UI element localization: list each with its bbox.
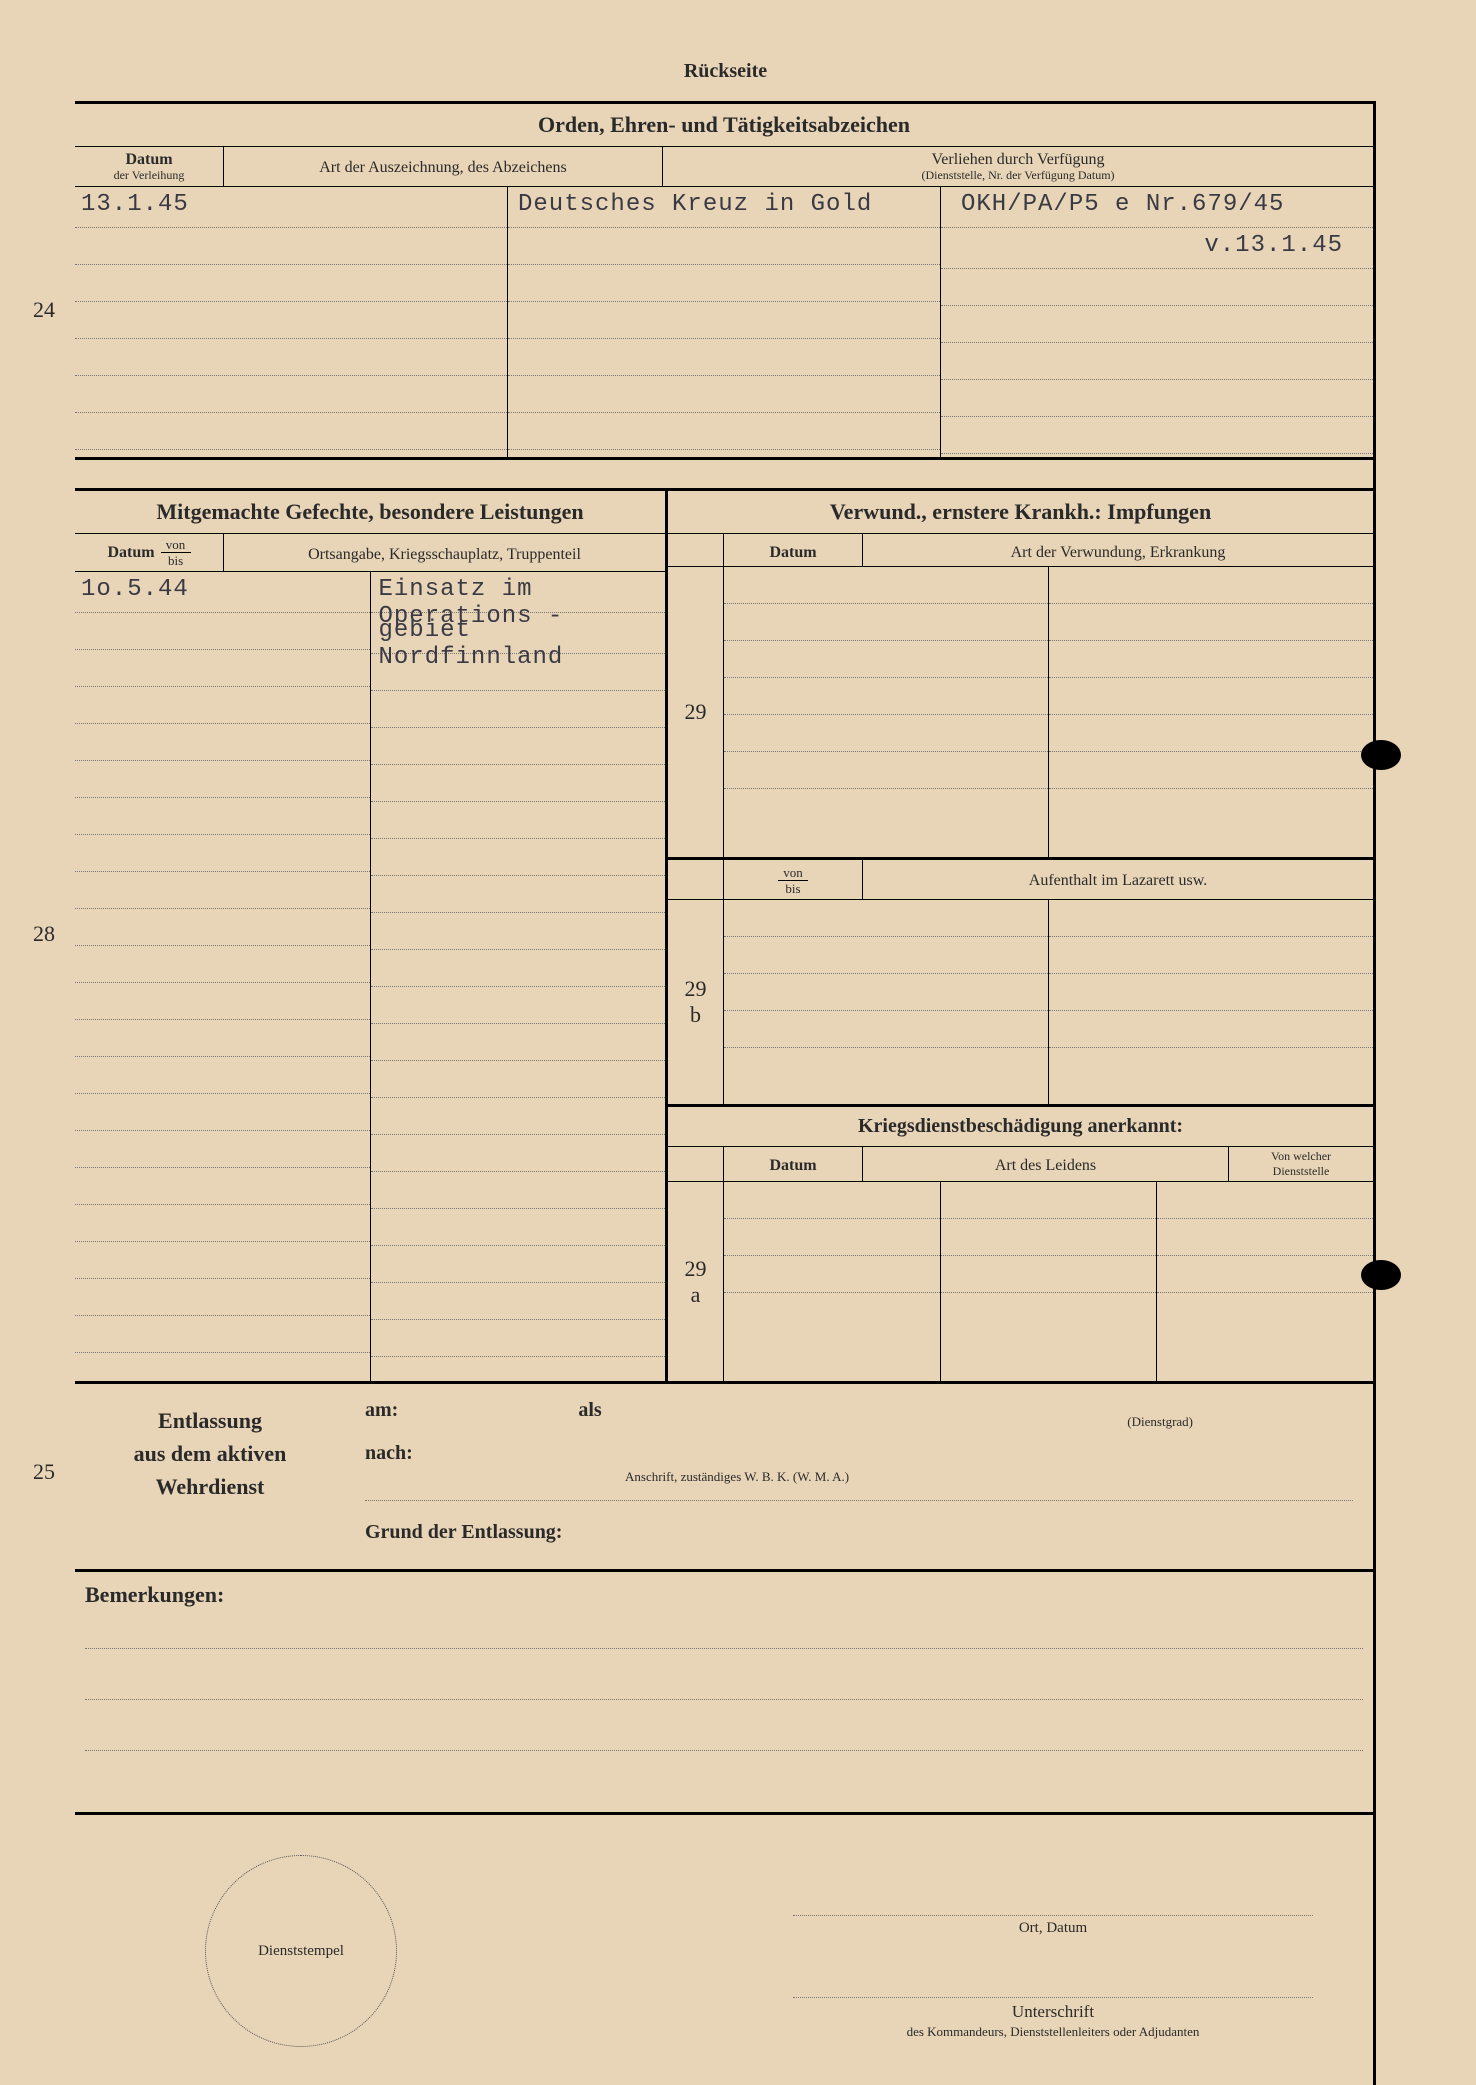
unterschrift-sub-label: des Kommandeurs, Dienststellenleiters od… [793,2024,1313,2040]
s29b-von: von [728,866,858,879]
s29b-number: 29 b [668,900,724,1104]
s25-lab-l2: aus dem aktiven [85,1437,335,1470]
s29a-col3-l1: Von welcher [1231,1149,1371,1164]
s29b-num-l2: b [690,1002,701,1028]
s29a-num-l1: 29 [685,1256,707,1282]
section-24-title: Orden, Ehren- und Tätigkeitsabzeichen [75,104,1373,147]
section-25: 25 Entlassung aus dem aktiven Wehrdienst… [75,1384,1376,1572]
s24-entry-award: Deutsches Kreuz in Gold [508,187,940,228]
s29a-number: 29 a [668,1182,724,1381]
s29a-num-l2: a [691,1282,701,1308]
s28-von: von [161,538,191,551]
s29b-bis: bis [728,882,858,895]
s28-col1-header: Datum von bis [75,534,224,571]
s29a-col1: Datum [723,1147,863,1181]
s25-anschrift: Anschrift, zuständiges W. B. K. (W. M. A… [625,1469,849,1485]
s25-dienstgrad: (Dienstgrad) [1127,1414,1193,1430]
s29b-col1: von bis [723,860,863,899]
section-28-number: 28 [33,921,55,947]
s25-nach: nach: [365,1442,1353,1465]
s28-entry-date: 1o.5.44 [75,572,370,613]
s24-entry-date: 13.1.45 [75,187,507,228]
section-24: Orden, Ehren- und Tätigkeitsabzeichen Da… [75,101,1376,491]
stamp-label: Dienststempel [258,1943,344,1960]
section-24-number: 24 [33,297,55,323]
s25-lab-l1: Entlassung [85,1404,335,1437]
punch-hole [1361,1260,1401,1290]
s28-title: Mitgemachte Gefechte, besondere Leistung… [75,491,665,534]
s29-col1: Datum [723,534,863,566]
s24-col3-header: Verliehen durch Verfügung (Dienststelle,… [663,147,1373,186]
s29a-col3: Von welcher Dienststelle [1228,1147,1373,1181]
punch-hole [1361,740,1401,770]
footer: Dienststempel Ort, Datum Unterschrift de… [75,1815,1376,2085]
s28-datum-label: Datum [107,544,154,562]
unterschrift-label: Unterschrift [793,2002,1313,2022]
s29a-title: Kriegsdienstbeschädigung anerkannt: [668,1107,1373,1147]
s28-entry-l1: Einsatz im Operations - [371,572,666,613]
s24-col1-l2: der Verleihung [79,169,219,182]
s29a-col2: Art des Leidens [863,1147,1228,1181]
s24-col2-header: Art der Auszeichnung, des Abzeichens [224,147,663,186]
s24-entry-ref2: v.13.1.45 [941,228,1373,269]
s24-col1-header: Datum der Verleihung [75,147,224,186]
s24-col3-l1: Verliehen durch Verfügung [667,151,1369,169]
bemerkungen-label: Bemerkungen: [85,1582,1383,1608]
s29b-col2: Aufenthalt im Lazarett usw. [863,860,1373,899]
s25-grund: Grund der Entlassung: [365,1521,1353,1544]
mid-row: 28 Mitgemachte Gefechte, besondere Leist… [75,491,1376,1384]
s24-entry-ref1: OKH/PA/P5 e Nr.679/45 [941,187,1373,228]
s24-col1-l1: Datum [79,151,219,169]
s25-als: als [578,1399,601,1422]
stamp-circle: Dienststempel [205,1855,397,2047]
right-column: Verwund., ernstere Krankh.: Impfungen Da… [668,491,1373,1384]
s25-lab-l3: Wehrdienst [85,1470,335,1503]
section-29: Verwund., ernstere Krankh.: Impfungen Da… [668,491,1373,860]
section-28: 28 Mitgemachte Gefechte, besondere Leist… [75,491,668,1384]
s29-number: 29 [668,567,724,857]
ort-datum-label: Ort, Datum [793,1920,1313,1937]
s28-col2-header: Ortsangabe, Kriegsschauplatz, Truppentei… [224,534,665,571]
section-bemerkungen: Bemerkungen: [75,1572,1376,1815]
s29b-num-l1: 29 [685,976,707,1002]
s25-am: am: [365,1399,398,1422]
s29a-col3-l2: Dienststelle [1231,1164,1371,1179]
s25-label: Entlassung aus dem aktiven Wehrdienst [75,1384,345,1569]
s29-title: Verwund., ernstere Krankh.: Impfungen [668,491,1373,534]
page-header: Rückseite [75,60,1376,83]
s28-bis: bis [161,554,191,567]
s24-col3-l2: (Dienststelle, Nr. der Verfügung Datum) [667,169,1369,182]
section-29a: Kriegsdienstbeschädigung anerkannt: Datu… [668,1107,1373,1381]
s29-col2: Art der Verwundung, Erkrankung [863,534,1373,566]
section-29b: von bis Aufenthalt im Lazarett usw. 29 b [668,860,1373,1107]
section-25-number: 25 [33,1459,55,1485]
